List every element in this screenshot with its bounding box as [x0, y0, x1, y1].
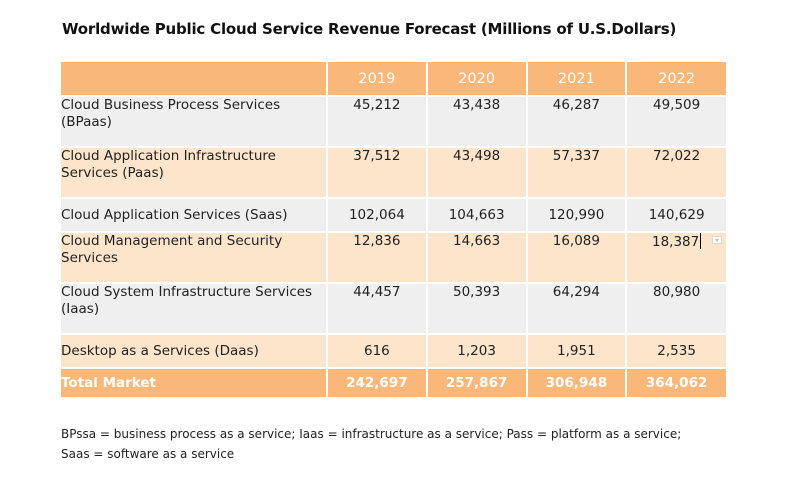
- total-row: Total Market 242,697 257,867 306,948 364…: [61, 368, 726, 399]
- row-label-daas[interactable]: Desktop as a Services (Daas): [61, 334, 328, 369]
- total-cell[interactable]: 306,948: [526, 368, 628, 399]
- active-cell-value[interactable]: 18,387: [652, 234, 700, 250]
- table-cell[interactable]: 43,498: [426, 147, 528, 199]
- total-cell[interactable]: 364,062: [626, 368, 726, 399]
- row-label-saas[interactable]: Cloud Application Services (Saas): [61, 198, 328, 233]
- table-cell[interactable]: 102,064: [327, 198, 428, 233]
- table-cell[interactable]: 49,509: [626, 96, 726, 148]
- table-cell[interactable]: 104,663: [426, 198, 528, 233]
- table-cell[interactable]: 1,951: [526, 334, 628, 369]
- text-cursor: [700, 233, 702, 249]
- table-cell[interactable]: 44,457: [327, 283, 428, 335]
- table-row: Cloud Management and Security Services 1…: [61, 232, 726, 284]
- table-cell[interactable]: 46,287: [526, 96, 628, 148]
- table-cell[interactable]: 1,203: [426, 334, 528, 369]
- table-header-row: 2019 2020 2021 2022: [61, 62, 726, 97]
- table-cell[interactable]: 45,212: [327, 96, 428, 148]
- table-cell[interactable]: 12,836: [327, 232, 428, 284]
- table-cell[interactable]: 16,089: [526, 232, 628, 284]
- header-cell-2022[interactable]: 2022: [626, 62, 726, 97]
- table-row: Cloud Application Services (Saas) 102,06…: [61, 198, 726, 233]
- table-cell[interactable]: 72,022: [626, 147, 726, 199]
- table-row: Cloud Application Infrastructure Service…: [61, 147, 726, 199]
- page-title: Worldwide Public Cloud Service Revenue F…: [62, 20, 677, 38]
- table-cell[interactable]: 616: [327, 334, 428, 369]
- table-cell[interactable]: 2,535: [626, 334, 726, 369]
- footnote: BPssa = business process as a service; I…: [61, 424, 741, 464]
- footnote-line-1: BPssa = business process as a service; I…: [61, 427, 682, 441]
- footnote-line-2: Saas = software as a service: [61, 447, 235, 461]
- header-cell-blank[interactable]: [61, 62, 328, 97]
- table-cell[interactable]: 14,663: [426, 232, 528, 284]
- header-cell-2019[interactable]: 2019: [327, 62, 428, 97]
- row-label-management-security[interactable]: Cloud Management and Security Services: [61, 232, 328, 284]
- table-cell[interactable]: 120,990: [526, 198, 628, 233]
- active-table-cell[interactable]: 18,387: [626, 232, 726, 284]
- table-cell[interactable]: 57,337: [526, 147, 628, 199]
- revenue-table: 2019 2020 2021 2022 Cloud Business Proce…: [61, 62, 726, 399]
- total-cell[interactable]: 242,697: [327, 368, 428, 399]
- table-cell[interactable]: 140,629: [626, 198, 726, 233]
- table-row: Cloud Business Process Services (BPaas) …: [61, 96, 726, 148]
- total-label[interactable]: Total Market: [61, 368, 328, 399]
- row-label-iaas[interactable]: Cloud System Infrastructure Services (Ia…: [61, 283, 328, 335]
- row-label-bpaas[interactable]: Cloud Business Process Services (BPaas): [61, 96, 328, 148]
- header-cell-2021[interactable]: 2021: [526, 62, 628, 97]
- table-row: Desktop as a Services (Daas) 616 1,203 1…: [61, 334, 726, 369]
- table-cell[interactable]: 37,512: [327, 147, 428, 199]
- table-row: Cloud System Infrastructure Services (Ia…: [61, 283, 726, 335]
- table-cell[interactable]: 80,980: [626, 283, 726, 335]
- table-cell[interactable]: 43,438: [426, 96, 528, 148]
- row-label-paas[interactable]: Cloud Application Infrastructure Service…: [61, 147, 328, 199]
- total-cell[interactable]: 257,867: [426, 368, 528, 399]
- chevron-down-icon[interactable]: [712, 236, 722, 244]
- table-cell[interactable]: 64,294: [526, 283, 628, 335]
- table-cell[interactable]: 50,393: [426, 283, 528, 335]
- header-cell-2020[interactable]: 2020: [426, 62, 528, 97]
